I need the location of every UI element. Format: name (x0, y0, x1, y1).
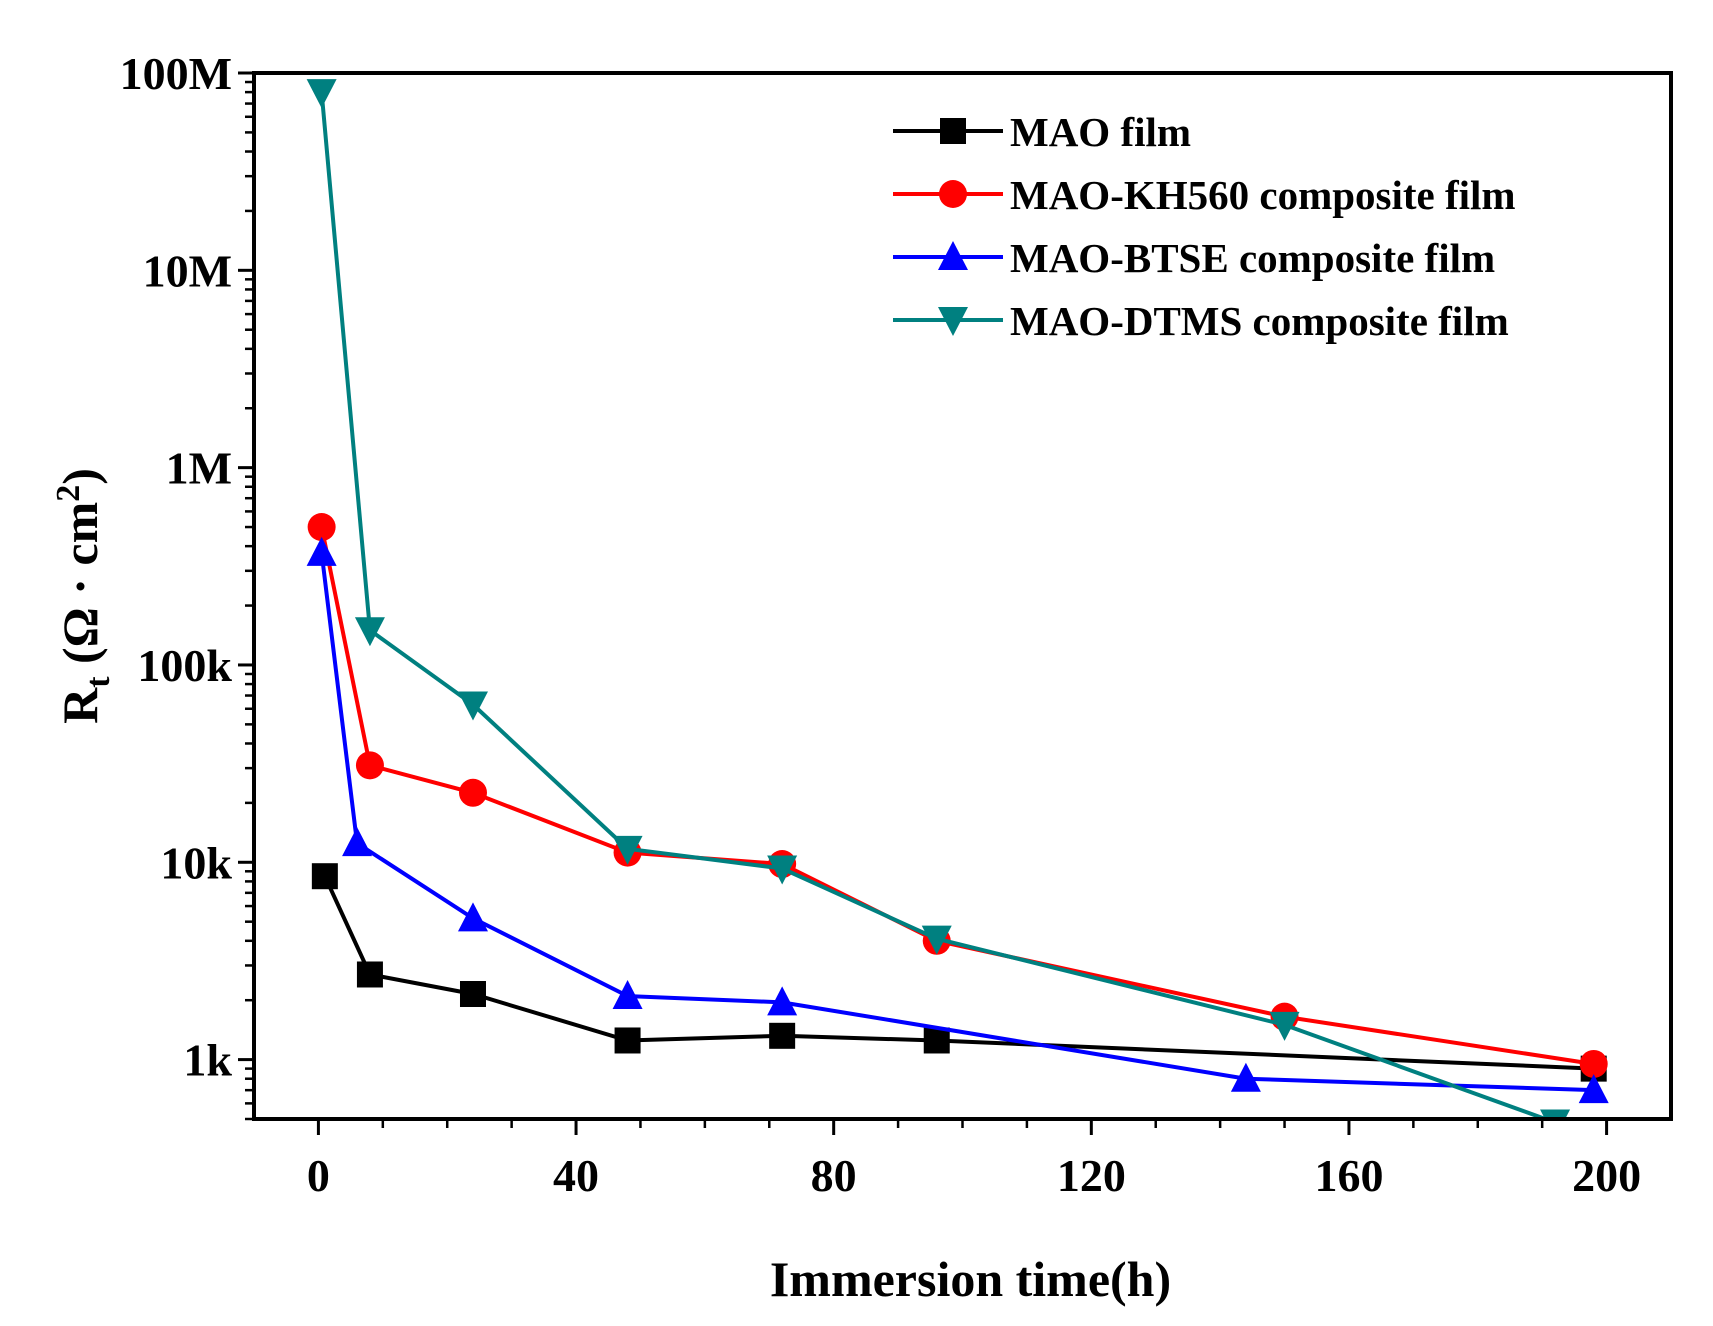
data-point (457, 691, 488, 721)
data-point (356, 961, 383, 988)
data-point (767, 986, 798, 1016)
series-0 (311, 863, 1607, 1082)
x-tick-label: 0 (307, 1150, 330, 1201)
y-tick-label: 10k (160, 837, 232, 888)
legend-label: MAO-BTSE composite film (1010, 235, 1495, 281)
legend-entry: MAO-BTSE composite film (893, 235, 1495, 281)
data-point (1540, 1109, 1571, 1119)
data-point (612, 835, 643, 865)
data-point (1578, 1074, 1609, 1104)
data-point (769, 1022, 796, 1049)
series-3 (306, 79, 1571, 1119)
legend-marker (940, 118, 966, 144)
legend-entry: MAO-KH560 composite film (893, 172, 1516, 218)
data-point (342, 827, 373, 857)
data-point (1269, 1011, 1300, 1041)
plot-frame (252, 71, 1673, 1121)
legend-entry: MAO-DTMS composite film (893, 298, 1509, 344)
series-line (319, 91, 1552, 1119)
y-tick-label: 1M (166, 443, 232, 494)
y-tick-label: 100M (120, 48, 232, 99)
data-point (612, 980, 643, 1010)
data-point (355, 751, 384, 780)
data-point (306, 79, 337, 109)
legend-label: MAO-KH560 composite film (1010, 172, 1516, 218)
x-tick-label: 120 (1057, 1150, 1126, 1201)
x-tick-label: 80 (811, 1150, 857, 1201)
data-point (457, 902, 488, 932)
data-point (459, 981, 486, 1008)
data-point (1579, 1049, 1608, 1078)
data-point (354, 617, 385, 647)
legend-marker (939, 180, 967, 208)
data-point (311, 863, 338, 890)
data-point (306, 536, 337, 566)
x-tick-label: 160 (1314, 1150, 1383, 1201)
data-point (1230, 1062, 1261, 1092)
y-tick-label: 10M (143, 245, 232, 296)
series-2 (306, 536, 1609, 1104)
x-tick-label: 40 (553, 1150, 599, 1201)
series-line (319, 526, 1595, 1066)
data-point (767, 855, 798, 885)
legend-marker (938, 241, 968, 270)
series-line (323, 875, 1594, 1071)
series-line (319, 552, 1594, 1093)
legend-label: MAO-DTMS composite film (1010, 298, 1509, 344)
data-point (458, 778, 487, 807)
y-tick-label: 1k (183, 1035, 232, 1086)
data-point (614, 1027, 641, 1054)
x-axis-title: Immersion time(h) (770, 1251, 1171, 1307)
legend-entry: MAO film (893, 109, 1191, 155)
legend-marker (938, 307, 968, 336)
data-point (923, 1027, 950, 1054)
x-tick-label: 200 (1572, 1150, 1641, 1201)
legend-label: MAO film (1010, 109, 1191, 155)
series-1 (307, 513, 1608, 1078)
y-tick-label: 100k (137, 640, 232, 691)
data-point (921, 925, 952, 955)
data-point (307, 513, 336, 542)
y-axis-title: Rt (Ω · cm2) (50, 468, 117, 724)
